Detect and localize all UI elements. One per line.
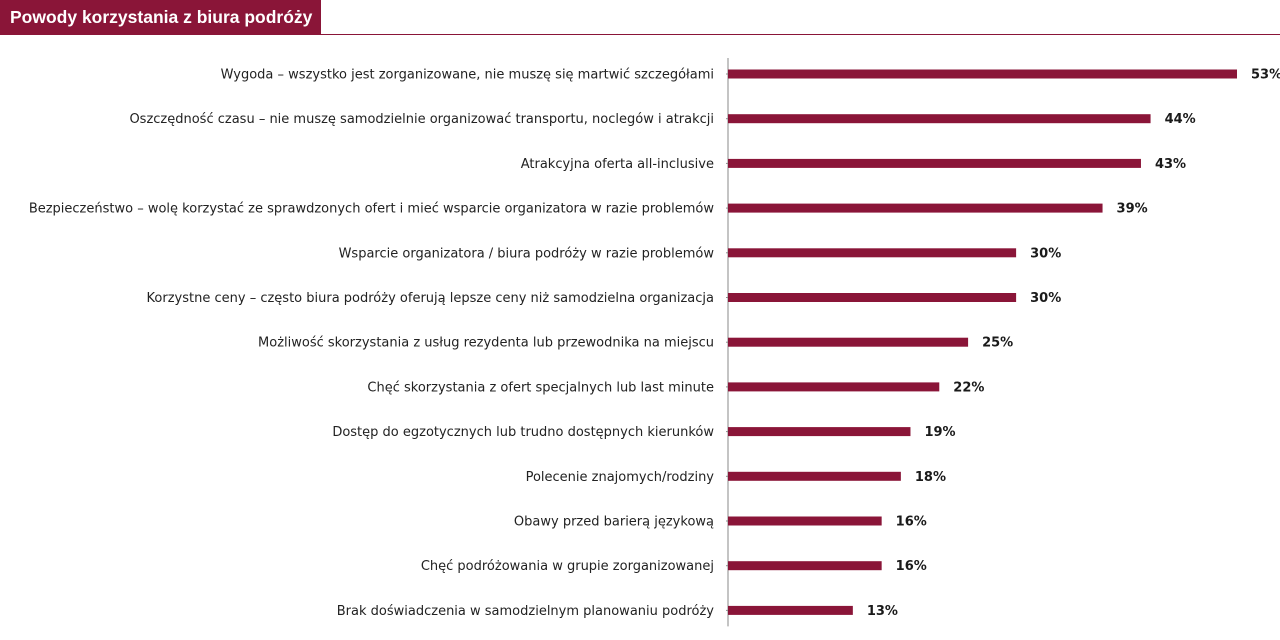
category-label: Atrakcyjna oferta all-inclusive — [521, 157, 714, 172]
bar — [728, 605, 853, 615]
value-label: 18% — [915, 470, 946, 485]
value-label: 16% — [896, 515, 927, 530]
value-label: 19% — [924, 425, 955, 440]
value-label: 30% — [1030, 291, 1061, 306]
category-label: Obawy przed barierą językową — [514, 515, 714, 530]
value-label: 39% — [1117, 202, 1148, 217]
value-label: 30% — [1030, 246, 1061, 261]
category-label: Oszczędność czasu – nie muszę samodzieln… — [129, 112, 714, 127]
category-label: Chęć podróżowania w grupie zorganizowane… — [421, 559, 714, 574]
bar — [728, 337, 969, 347]
bar — [728, 471, 901, 481]
bar — [728, 203, 1103, 213]
bar — [728, 158, 1141, 168]
bars-group: Wygoda – wszystko jest zorganizowane, ni… — [29, 58, 1280, 627]
category-label: Polecenie znajomych/rodziny — [526, 470, 715, 485]
bar — [728, 382, 940, 392]
value-label: 44% — [1165, 112, 1196, 127]
value-label: 16% — [896, 559, 927, 574]
category-label: Chęć skorzystania z ofert specjalnych lu… — [367, 380, 714, 395]
bar — [728, 69, 1237, 79]
bar — [728, 516, 882, 526]
value-label: 25% — [982, 336, 1013, 351]
bar — [728, 114, 1151, 124]
chart-title: Powody korzystania z biura podróży — [0, 0, 322, 35]
bar — [728, 561, 882, 571]
category-label: Wsparcie organizatora / biura podróży w … — [339, 246, 715, 261]
category-label: Brak doświadczenia w samodzielnym planow… — [337, 604, 715, 619]
category-label: Możliwość skorzystania z usług rezydenta… — [258, 336, 714, 351]
title-underline — [0, 34, 1280, 35]
category-label: Korzystne ceny – często biura podróży of… — [147, 291, 714, 306]
bar — [728, 293, 1017, 302]
category-label: Bezpieczeństwo – wolę korzystać ze spraw… — [29, 202, 715, 217]
value-label: 13% — [867, 604, 898, 619]
value-label: 22% — [953, 380, 984, 395]
bar — [728, 427, 911, 437]
value-label: 43% — [1155, 157, 1186, 172]
category-label: Wygoda – wszystko jest zorganizowane, ni… — [221, 68, 714, 83]
value-label: 53% — [1251, 68, 1280, 83]
bar — [728, 248, 1017, 258]
category-label: Dostęp do egzotycznych lub trudno dostęp… — [332, 425, 714, 440]
